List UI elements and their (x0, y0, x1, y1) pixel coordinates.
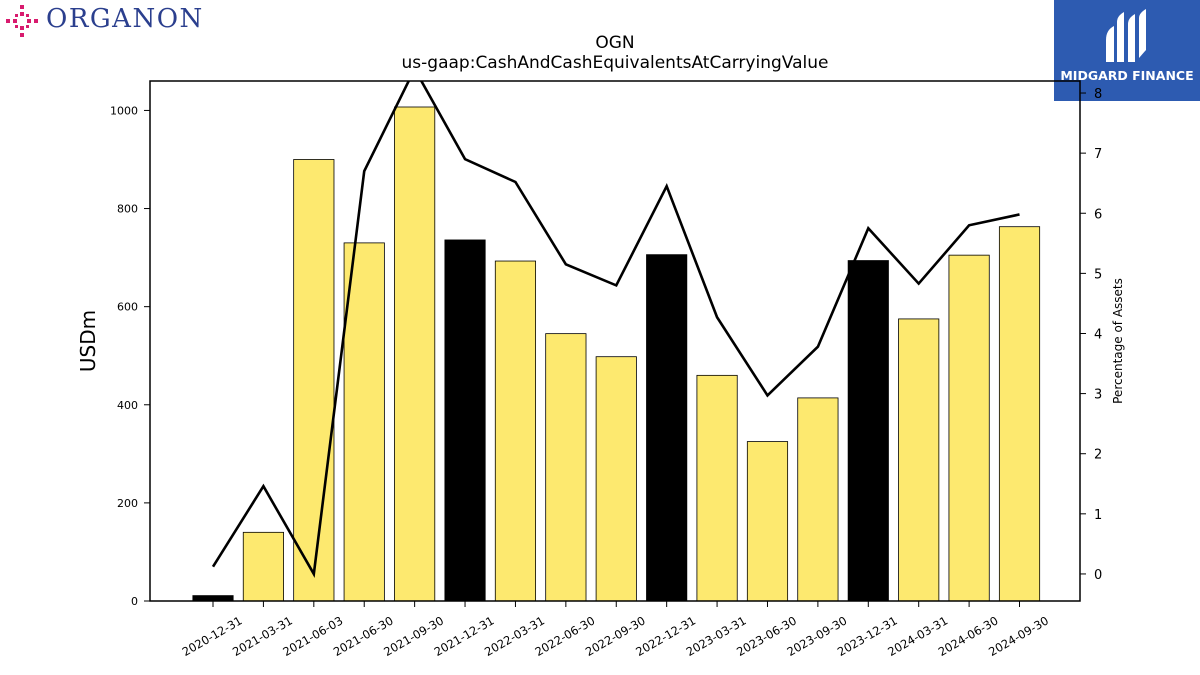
bar (242, 531, 284, 602)
bar (948, 254, 990, 602)
y2-tick-label: 0 (1094, 568, 1102, 583)
bar (444, 239, 486, 602)
y2-axis-label: Percentage of Assets (1111, 278, 1125, 404)
y-tick-label: 600 (117, 301, 138, 314)
bar (746, 441, 789, 602)
y-tick-label: 400 (117, 399, 138, 412)
bar (797, 397, 839, 602)
bar (545, 333, 587, 602)
midgard-finance-logo: MIDGARD FINANCE (1054, 0, 1200, 101)
y-tick-label: 200 (117, 497, 138, 510)
midgard-mark-icon (1106, 9, 1146, 62)
plot-frame (149, 80, 1081, 602)
y2-tick-label: 3 (1094, 388, 1102, 403)
y2-tick-label: 2 (1094, 448, 1102, 463)
y2-tick-label: 6 (1094, 207, 1102, 222)
y2-tick-label: 1 (1094, 508, 1102, 523)
y-axis-label: USDm (76, 310, 100, 372)
series-line (211, 81, 1020, 578)
chart-subtitle: us-gaap:CashAndCashEquivalentsAtCarrying… (402, 53, 829, 73)
organon-logo: ORGANON (4, 4, 224, 38)
organon-mark-icon (6, 5, 38, 37)
chart-title: OGN (595, 33, 634, 53)
y2-tick-label: 5 (1094, 267, 1102, 282)
bar (646, 254, 688, 602)
y2-tick-label: 7 (1094, 147, 1102, 162)
plot-area: 020040060080010000123456782020-12-312021… (110, 80, 1102, 659)
organon-wordmark: ORGANON (46, 4, 204, 34)
bar (595, 356, 637, 602)
bar (494, 260, 537, 602)
bar (394, 106, 436, 602)
y2-tick-label: 4 (1094, 327, 1102, 342)
bar (293, 159, 335, 602)
y-tick-label: 0 (131, 595, 138, 608)
bar (192, 595, 234, 602)
midgard-brand-text: MIDGARD FINANCE (1060, 68, 1194, 83)
bar (343, 242, 385, 602)
bar (847, 260, 889, 602)
bar (898, 318, 940, 602)
bar (998, 226, 1041, 602)
bar (696, 374, 738, 602)
y-tick-label: 800 (117, 203, 138, 216)
y-tick-label: 1000 (110, 104, 138, 117)
y2-tick-label: 8 (1094, 87, 1102, 102)
